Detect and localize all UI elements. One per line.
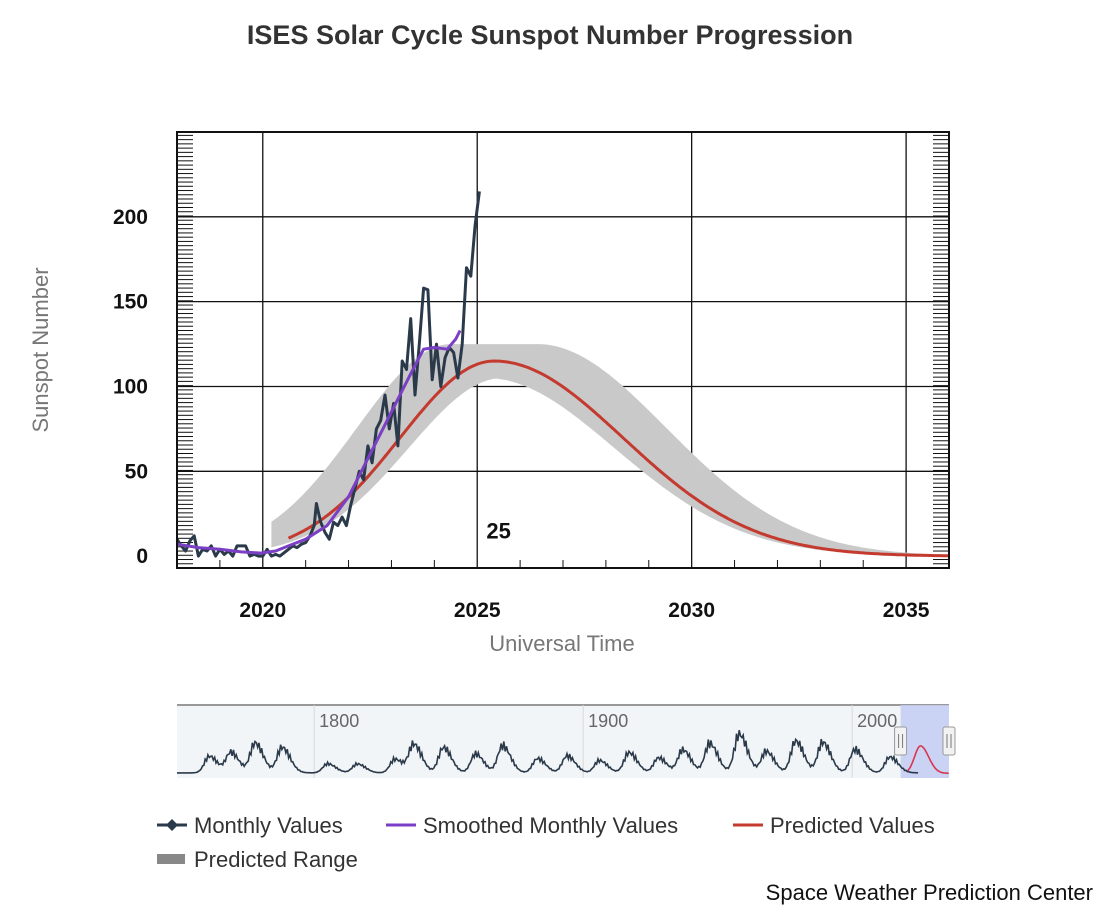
legend-label: Predicted Range — [194, 847, 358, 872]
navigator-history-line — [177, 730, 919, 774]
legend-swatch-range — [157, 854, 185, 864]
smoothed-monthly-values-line — [176, 329, 462, 555]
predicted-range-band — [271, 344, 949, 556]
y-tick-label: 150 — [113, 291, 148, 314]
range-navigator[interactable]: 1800 1900 2000 — [177, 704, 956, 778]
navigator-handle-left[interactable] — [894, 726, 908, 756]
legend-swatch-diamond — [166, 819, 178, 831]
navigator-year-label: 1900 — [588, 711, 628, 731]
legend-label: Monthly Values — [194, 813, 343, 838]
y-tick-label: 0 — [136, 545, 148, 568]
y-tick-label: 100 — [113, 375, 148, 398]
legend: Monthly Values Smoothed Monthly Values Pre… — [157, 813, 935, 872]
navigator-handle-right[interactable] — [942, 726, 956, 756]
handle-body[interactable] — [894, 726, 908, 756]
navigator-background — [177, 705, 949, 778]
handle-body[interactable] — [942, 726, 956, 756]
legend-item[interactable]: Predicted Range — [157, 847, 358, 872]
plot-area: 0 50 100 150 200 2020 2025 2030 2035 25 — [113, 131, 950, 622]
x-tick-label: 2020 — [239, 599, 286, 622]
cycle-number-label: 25 — [486, 519, 510, 544]
y-axis-label: Sunspot Number — [28, 267, 53, 432]
navigator-prediction-line — [906, 745, 949, 775]
x-axis-label: Universal Time — [489, 631, 634, 656]
navigator-year-label: 2000 — [857, 711, 897, 731]
legend-item[interactable]: Predicted Values — [733, 813, 935, 838]
legend-item[interactable]: Monthly Values — [157, 813, 343, 838]
legend-label: Predicted Values — [770, 813, 935, 838]
y-tick-label: 50 — [125, 460, 148, 483]
legend-item[interactable]: Smoothed Monthly Values — [386, 813, 678, 838]
navigator-year-label: 1800 — [319, 711, 359, 731]
legend-label: Smoothed Monthly Values — [423, 813, 678, 838]
y-tick-label: 200 — [113, 206, 148, 229]
plot-frame — [176, 131, 950, 569]
chart-title: ISES Solar Cycle Sunspot Number Progress… — [247, 20, 853, 50]
x-tick-label: 2025 — [454, 599, 501, 622]
credit-text: Space Weather Prediction Center — [765, 880, 1093, 905]
x-tick-label: 2030 — [668, 599, 715, 622]
navigator-selection[interactable] — [900, 705, 949, 778]
x-tick-label: 2035 — [883, 599, 930, 622]
